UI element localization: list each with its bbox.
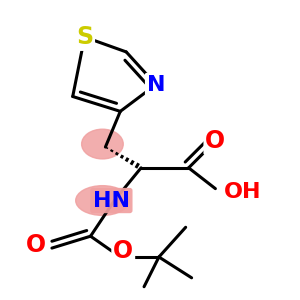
Text: N: N [147, 75, 165, 94]
Text: O: O [26, 233, 46, 257]
Text: S: S [76, 25, 93, 49]
Text: HN: HN [93, 190, 130, 211]
Text: O: O [205, 129, 226, 153]
Ellipse shape [76, 186, 129, 215]
Text: O: O [113, 239, 133, 263]
Text: OH: OH [224, 182, 262, 202]
Ellipse shape [82, 129, 123, 159]
